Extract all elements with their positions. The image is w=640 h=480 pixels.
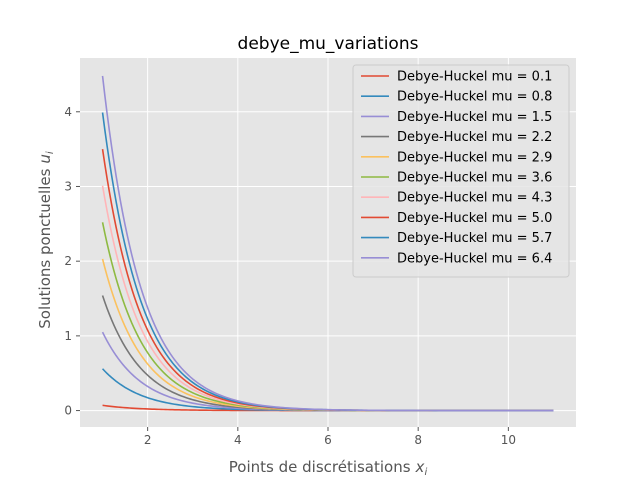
- x-tick-label: 4: [234, 433, 242, 447]
- y-axis-label: Solutions ponctuelles ui: [36, 151, 56, 329]
- legend-label: Debye-Huckel mu = 3.6: [397, 171, 552, 186]
- legend-label: Debye-Huckel mu = 1.5: [397, 110, 552, 125]
- x-axis-label-subscript: i: [424, 467, 427, 478]
- x-tick-label: 2: [144, 433, 152, 447]
- y-axis-ticks: 0 1 2 3 4: [64, 105, 80, 418]
- legend-label: Debye-Huckel mu = 6.4: [397, 251, 552, 266]
- y-tick-label: 1: [64, 329, 72, 343]
- legend-label: Debye-Huckel mu = 2.2: [397, 130, 552, 145]
- x-tick-label: 6: [324, 433, 332, 447]
- x-axis-label-symbol: x: [415, 458, 425, 476]
- x-tick-label: 8: [414, 433, 422, 447]
- y-axis-label-text: Solutions ponctuelles: [36, 168, 54, 328]
- series-line-10: [101, 75, 554, 412]
- y-axis-label-symbol: u: [36, 154, 54, 164]
- x-axis-label: Points de discrétisations xi: [229, 458, 428, 478]
- legend-label: Debye-Huckel mu = 2.9: [397, 150, 552, 165]
- legend-label: Debye-Huckel mu = 5.0: [397, 211, 552, 226]
- x-axis-label-text: Points de discrétisations: [229, 458, 411, 476]
- legend-label: Debye-Huckel mu = 5.7: [397, 231, 552, 246]
- y-tick-label: 2: [64, 254, 72, 268]
- legend-box: [352, 64, 570, 278]
- y-tick-label: 3: [64, 179, 72, 193]
- x-tick-label: 10: [501, 433, 516, 447]
- series-lines: [101, 75, 554, 412]
- y-tick-label: 4: [64, 105, 72, 119]
- legend-label: Debye-Huckel mu = 4.3: [397, 191, 552, 206]
- legend: Debye-Huckel mu = 0.1 Debye-Huckel mu = 0…: [352, 64, 570, 278]
- legend-label: Debye-Huckel mu = 0.8: [397, 90, 552, 105]
- chart-title: debye_mu_variations: [238, 34, 419, 54]
- legend-label: Debye-Huckel mu = 0.1: [397, 70, 552, 85]
- y-tick-label: 0: [64, 404, 72, 418]
- x-axis-ticks: 2 4 6 8 10: [144, 427, 516, 447]
- y-axis-label-subscript: i: [45, 151, 56, 154]
